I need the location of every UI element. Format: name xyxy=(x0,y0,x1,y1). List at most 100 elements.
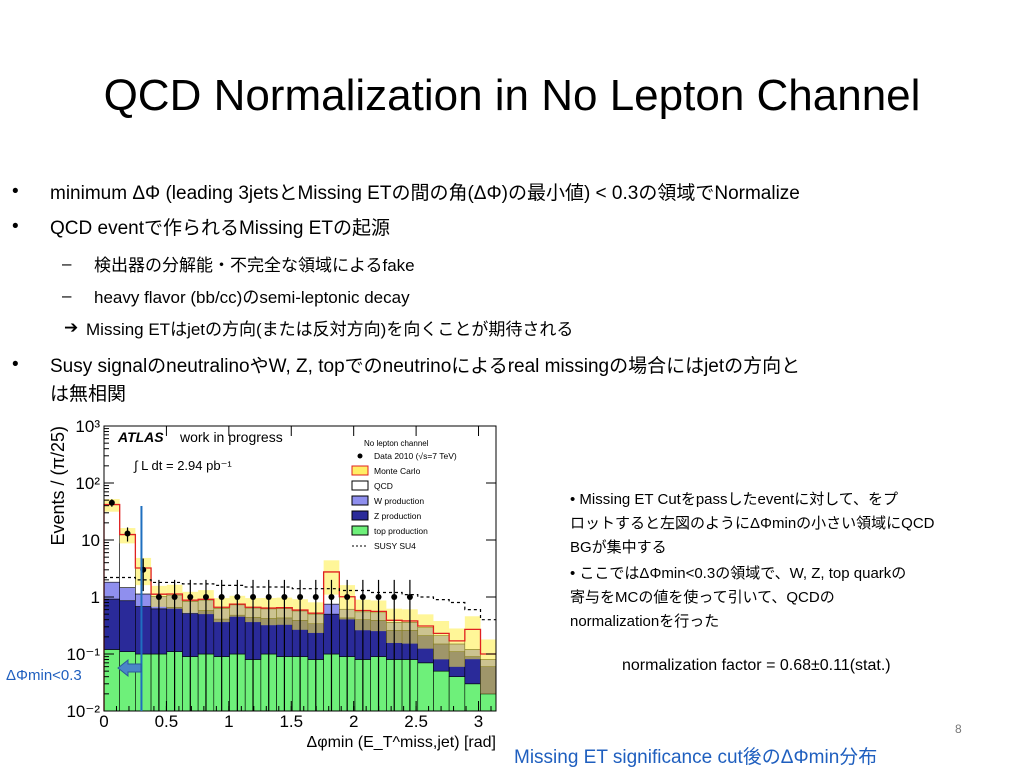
y-tick-label: 10³ xyxy=(75,418,100,436)
subbullet-detector: 検出器の分解能・不完全な領域によるfake xyxy=(94,256,415,275)
data-point xyxy=(218,594,225,600)
note-line: • ここではΔΦmin<0.3の領域で、W, Z, top quarkの xyxy=(570,565,907,582)
subbullet-expected-direction: Missing ETはjetの方向(または反対方向)を向くことが期待される xyxy=(86,320,574,339)
bullet-susy-signal: Susy signalのneutralinoやW, Z, topでのneutri… xyxy=(50,356,801,377)
axes-box xyxy=(103,425,497,712)
bullet-marker: • xyxy=(12,216,19,237)
data-point xyxy=(297,594,304,600)
legend: No lepton channel Data 2010 (√s=7 TeV) Mon… xyxy=(351,439,457,551)
arrow-icon: ➔ xyxy=(64,318,79,337)
slide-title: QCD Normalization in No Lepton Channel xyxy=(103,71,921,120)
data-point xyxy=(375,594,382,600)
legend-title: No lepton channel xyxy=(364,439,429,448)
y-tick-label: 1 xyxy=(91,588,100,607)
bullet-min-dphi: minimum ΔΦ (leading 3jetsとMissing ETの間の角… xyxy=(50,183,800,204)
note-line: 寄与をMCの値を使って引いて、QCDの xyxy=(570,589,835,606)
x-tick-label: 1.5 xyxy=(279,712,303,731)
bullet-marker: • xyxy=(12,181,19,202)
y-tick-label: 10 xyxy=(81,531,100,550)
bar-z-production xyxy=(103,598,120,650)
mc-uncertainty-bin xyxy=(464,616,481,660)
legend-label: QCD xyxy=(374,481,393,491)
cut-label: ΔΦmin<0.3 xyxy=(6,667,82,684)
bar-top-production xyxy=(480,693,497,712)
bar-z-production xyxy=(135,606,152,655)
left-arrow-icon xyxy=(117,658,142,678)
mc-uncertainty-bin xyxy=(433,620,450,660)
normalization-factor: normalization factor = 0.68±0.11(stat.) xyxy=(622,657,891,674)
data-point xyxy=(391,594,398,600)
data-point xyxy=(328,594,335,600)
bar-top-production xyxy=(448,676,466,712)
bar-top-production xyxy=(433,670,450,712)
cut-indicator xyxy=(117,506,143,711)
dphi-histogram: 0 0.5 1 1.5 2 2.5 3 10⁻² 10⁻¹ 1 10 10² 10³ Δφmin (E_… xyxy=(48,418,497,751)
data-point xyxy=(312,594,319,600)
data-point xyxy=(202,594,209,600)
y-axis-label: Events / (π/25) xyxy=(48,426,68,545)
bar-top-production xyxy=(135,653,152,712)
bullet-marker: • xyxy=(12,354,19,375)
y-tick-label: 10⁻² xyxy=(66,702,100,721)
legend-label: Z production xyxy=(374,511,422,521)
note-line: normalizationを行った xyxy=(570,613,720,630)
data-points xyxy=(108,499,413,711)
data-point xyxy=(250,594,257,600)
bar-w-production xyxy=(119,587,136,602)
data-point xyxy=(187,594,194,600)
note-line: BGが集中する xyxy=(570,539,667,556)
subbullet-heavy-flavor: heavy flavor (bb/cc)のsemi-leptonic decay xyxy=(94,288,410,307)
luminosity-label: ∫ L dt = 2.94 pb⁻¹ xyxy=(133,458,232,473)
note-line: • Missing ET Cutをpassしたeventに対して、をプ xyxy=(570,491,899,508)
bar-w-production xyxy=(135,593,152,607)
legend-swatch xyxy=(351,480,369,491)
data-point xyxy=(108,499,115,506)
plot-frame xyxy=(103,425,497,712)
legend-label: top production xyxy=(374,526,428,536)
legend-label: W production xyxy=(374,496,424,506)
data-point xyxy=(265,594,272,600)
x-tick-label: 2 xyxy=(349,712,358,731)
bullet-qcd-origin: QCD eventで作られるMissing ETの起源 xyxy=(50,218,390,239)
bar-qcd xyxy=(103,504,120,583)
data-point xyxy=(171,594,178,600)
mc-uncertainty-bin xyxy=(480,639,497,694)
x-tick-label: 3 xyxy=(474,712,483,731)
atlas-label: ATLAS xyxy=(117,429,164,445)
legend-label: SUSY SU4 xyxy=(374,541,416,551)
y-tick-label: 10² xyxy=(75,474,100,493)
bar-top-production xyxy=(103,649,120,712)
bar-top-production xyxy=(417,662,434,712)
legend-label: Data 2010 (√s=7 TeV) xyxy=(374,451,457,461)
data-point xyxy=(124,530,131,537)
x-tick-label: 1 xyxy=(224,712,233,731)
x-tick-label: 2.5 xyxy=(404,712,428,731)
mc-uncertainty-bin xyxy=(449,628,465,667)
dash-marker: – xyxy=(62,254,72,273)
x-axis-label: Δφmin (E_T^miss,jet) [rad] xyxy=(307,734,496,751)
data-point xyxy=(234,594,241,600)
legend-swatch xyxy=(351,525,369,536)
data-point xyxy=(406,594,413,600)
note-line: ロットすると左図のようにΔΦminの小さい領域にQCD xyxy=(570,515,935,532)
legend-swatch xyxy=(351,465,369,476)
plot-text: Δφmin (E_T^miss,jet) [rad] Events / (π/25… xyxy=(48,426,496,751)
x-tick-label: 0.5 xyxy=(155,712,179,731)
data-point xyxy=(344,594,351,600)
bullet-list: • minimum ΔΦ (leading 3jetsとMissing ETの間… xyxy=(12,181,801,405)
data-point xyxy=(281,594,288,600)
legend-label: Monte Carlo xyxy=(374,466,421,476)
work-in-progress-label: work in progress xyxy=(179,429,283,445)
dash-marker: – xyxy=(62,286,72,305)
legend-marker xyxy=(357,453,363,459)
legend-swatch xyxy=(351,495,369,506)
data-point xyxy=(359,594,366,600)
axis-ticks: 0 0.5 1 1.5 2 2.5 3 10⁻² 10⁻¹ 1 10 10² 10³ xyxy=(66,418,496,731)
bullet-susy-signal-cont: は無相関 xyxy=(50,384,127,405)
mc-uncertainty-bin xyxy=(323,560,340,595)
data-point xyxy=(155,594,162,600)
mc-uncertainty-bin xyxy=(417,614,434,649)
plot-caption: Missing ET significance cut後のΔΦmin分布 xyxy=(514,747,878,768)
bar-z-production xyxy=(119,600,136,652)
bar-z-production xyxy=(464,656,481,685)
